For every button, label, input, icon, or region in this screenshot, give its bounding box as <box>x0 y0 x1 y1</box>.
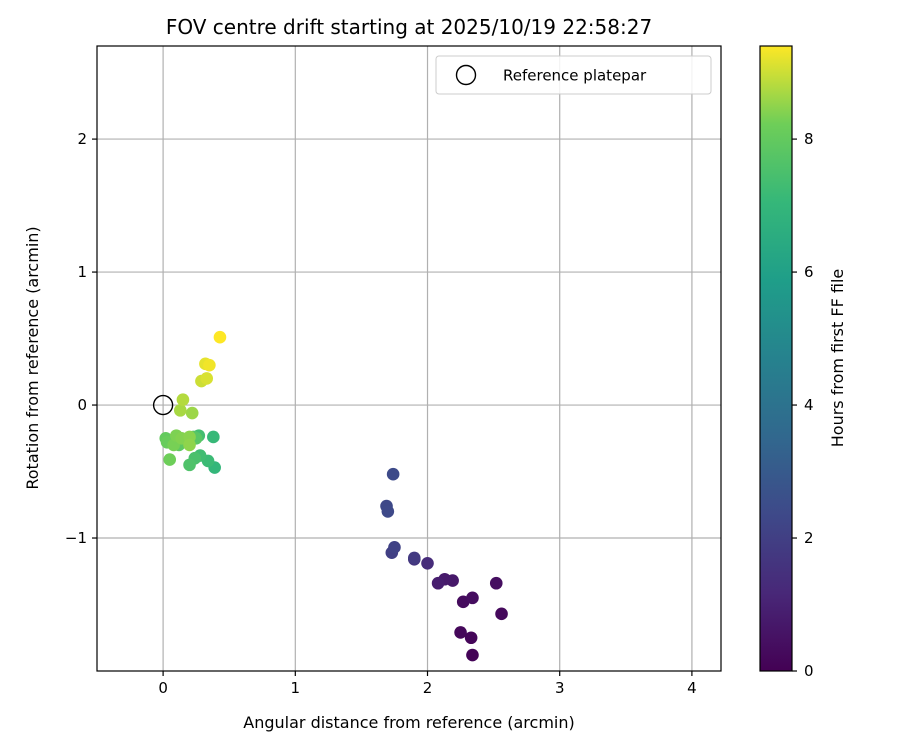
data-points <box>159 330 508 662</box>
x-tick-label: 1 <box>291 679 301 697</box>
data-point <box>386 467 400 481</box>
colorbar-label: Hours from first FF file <box>828 269 847 448</box>
plot-frame <box>96 45 722 672</box>
data-point <box>431 576 445 590</box>
reference-platepar-marker <box>152 394 174 416</box>
data-point <box>185 406 199 420</box>
colorbar-tick-label: 6 <box>804 263 814 281</box>
data-point <box>466 648 479 662</box>
data-point <box>464 631 478 645</box>
legend: Reference platepar <box>435 55 712 95</box>
data-point <box>388 541 401 554</box>
x-axis-label: Angular distance from reference (arcmin) <box>243 713 574 732</box>
colorbar <box>760 46 792 671</box>
colorbar-tick-label: 4 <box>804 396 814 414</box>
colorbar-ticks: 0 2 4 6 8 <box>792 130 814 680</box>
data-point <box>421 556 434 570</box>
x-axis-ticks: 0 1 2 3 4 <box>158 671 697 697</box>
x-tick-label: 0 <box>158 679 168 697</box>
colorbar-tick-label: 0 <box>804 662 814 680</box>
colorbar-tick-label: 2 <box>804 529 814 547</box>
data-point <box>176 393 190 407</box>
reference-layer <box>152 394 174 416</box>
data-point <box>203 358 216 372</box>
grid <box>97 46 721 671</box>
data-point <box>200 372 214 385</box>
y-axis-label: Rotation from reference (arcmin) <box>23 226 42 489</box>
data-point <box>213 330 227 344</box>
data-point <box>407 551 421 565</box>
x-tick-label: 3 <box>555 679 565 697</box>
data-point <box>495 607 508 621</box>
data-point <box>163 453 177 466</box>
legend-marker-icon <box>455 64 477 86</box>
x-tick-label: 2 <box>423 679 433 697</box>
legend-entry-reference-platepar: Reference platepar <box>503 67 647 85</box>
y-tick-label: 2 <box>77 130 87 148</box>
y-tick-label: −1 <box>65 529 87 547</box>
legend-box <box>435 55 712 95</box>
colorbar-tick-label: 8 <box>804 130 814 148</box>
data-point <box>183 458 196 472</box>
y-tick-label: 1 <box>77 263 87 281</box>
chart-title: FOV centre drift starting at 2025/10/19 … <box>166 15 652 39</box>
data-point <box>207 430 220 444</box>
data-point <box>466 591 479 605</box>
data-point <box>173 404 187 417</box>
data-point <box>381 505 395 518</box>
y-axis-ticks: −1 0 1 2 <box>65 130 97 547</box>
colorbar-frame <box>759 45 793 672</box>
x-tick-label: 4 <box>687 679 697 697</box>
data-point <box>454 626 467 639</box>
data-point <box>183 438 196 452</box>
data-point <box>489 576 503 590</box>
y-tick-label: 0 <box>77 396 87 414</box>
